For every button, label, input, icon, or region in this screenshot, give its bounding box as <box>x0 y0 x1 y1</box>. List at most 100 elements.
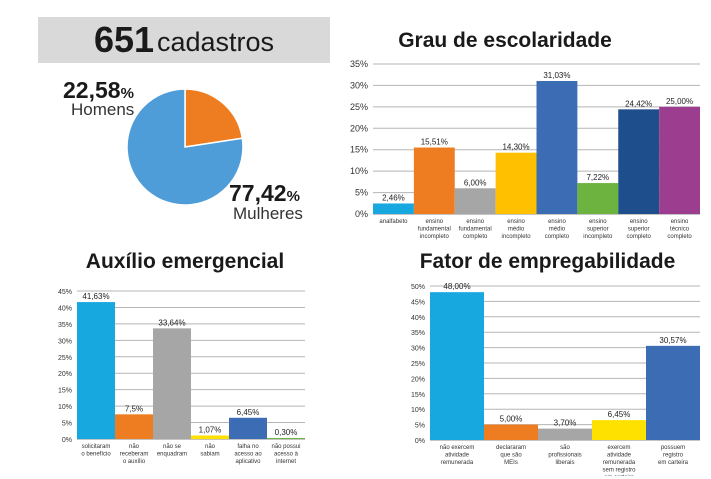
count-banner <box>38 17 330 63</box>
bar <box>191 435 229 439</box>
bar <box>577 183 619 214</box>
y-tick-label: 25% <box>58 355 72 362</box>
data-label: 7,22% <box>586 173 609 182</box>
x-tick-label: são profissionais liberais <box>548 445 581 466</box>
data-label: 48,00% <box>443 282 470 291</box>
y-tick-label: 10% <box>350 166 368 176</box>
bar <box>495 152 537 214</box>
y-tick-label: 35% <box>350 59 368 69</box>
y-tick-label: 20% <box>411 376 425 383</box>
data-label: 1,07% <box>199 425 222 434</box>
bar <box>229 417 267 439</box>
bar <box>153 328 191 439</box>
x-tick-label: solicitaram o benefício <box>81 444 111 458</box>
escolaridade-chart-title: Grau de escolaridade <box>398 29 612 52</box>
x-tick-label: não exercem atividade remunerada <box>440 445 475 466</box>
data-label: 2,46% <box>382 193 405 202</box>
y-tick-label: 0% <box>415 438 425 445</box>
y-tick-label: 30% <box>350 80 368 90</box>
y-tick-label: 40% <box>411 315 425 322</box>
data-label: 15,51% <box>421 138 448 147</box>
y-tick-label: 20% <box>350 123 368 133</box>
bar <box>618 109 660 214</box>
y-tick-label: 10% <box>58 404 72 411</box>
registrations-count: 651 <box>94 19 155 60</box>
data-label: 31,03% <box>543 71 570 80</box>
y-tick-label: 20% <box>58 371 72 378</box>
y-tick-label: 35% <box>58 322 72 329</box>
y-tick-label: 0% <box>355 209 368 219</box>
y-tick-label: 30% <box>58 338 72 345</box>
x-tick-label: ensino fundamental incompleto <box>418 219 451 240</box>
x-tick-label: ensino superior incompleto <box>583 219 613 240</box>
bar <box>373 203 414 214</box>
escolaridade-bar-chart: 0% 5% 10% 15% 20% 25% 30% 35% 2,46% analfabeto 15,… <box>350 59 700 240</box>
y-tick-label: 25% <box>350 102 368 112</box>
men-percentage-value: 22,58 <box>63 77 121 103</box>
data-label: 0,30% <box>275 428 298 437</box>
registrations-label: cadastros <box>157 27 275 57</box>
y-tick-label: 5% <box>415 423 425 430</box>
data-label: 6,45% <box>608 410 631 419</box>
y-tick-label: 0% <box>62 437 72 444</box>
x-tick-label: analfabeto <box>379 219 408 225</box>
bar <box>592 420 646 440</box>
data-label: 6,45% <box>237 408 260 417</box>
auxilio-chart-title: Auxílio emergencial <box>85 250 285 273</box>
data-label: 3,70% <box>554 419 577 428</box>
y-tick-label: 15% <box>411 392 425 399</box>
x-tick-label: declararam que são MEIs <box>496 445 526 466</box>
x-tick-label: não se enquadram <box>157 444 187 458</box>
data-label: 14,30% <box>502 143 529 152</box>
y-tick-label: 30% <box>411 346 425 353</box>
bar <box>115 414 153 439</box>
x-tick-label: falha no acesso ao aplicativo <box>234 444 262 465</box>
men-label: Homens <box>71 100 135 119</box>
x-tick-label: ensino fundamental completo <box>459 219 492 240</box>
data-label: 24,42% <box>625 99 652 108</box>
bar <box>646 345 700 440</box>
gender-pie-chart <box>126 88 244 206</box>
pie-slice-mulheres <box>126 88 244 206</box>
data-label: 30,57% <box>659 336 686 345</box>
bar <box>484 424 538 440</box>
y-tick-label: 35% <box>411 330 425 337</box>
x-tick-label: ensino superior completo <box>627 219 652 240</box>
data-label: 41,63% <box>82 292 109 301</box>
pie-slice-homens <box>184 88 244 148</box>
bar <box>77 302 115 439</box>
bar <box>267 438 305 439</box>
x-tick-label: ensino médio incompleto <box>502 219 532 240</box>
men-percentage: 22,58% <box>63 77 134 107</box>
bar <box>659 106 700 214</box>
x-tick-label: não sabiam <box>200 444 219 458</box>
women-percentage: 77,42% <box>229 180 300 210</box>
x-tick-label: ensino médio completo <box>545 219 570 240</box>
y-tick-label: 15% <box>58 388 72 395</box>
x-tick-label: não possui acesso à internet <box>271 444 300 465</box>
y-tick-label: 5% <box>355 188 368 198</box>
x-tick-label: ensino técnico completo <box>667 219 692 240</box>
data-label: 7,5% <box>125 404 143 413</box>
data-label: 6,00% <box>464 178 487 187</box>
women-percentage-unit: % <box>286 188 300 205</box>
y-tick-label: 10% <box>411 407 425 414</box>
x-tick-label: possuem registro em carteira <box>658 445 689 466</box>
y-tick-label: 15% <box>350 145 368 155</box>
x-tick-label: não receberam o auxílio <box>120 444 149 465</box>
bar <box>413 147 455 214</box>
y-tick-label: 45% <box>58 289 72 296</box>
data-label: 33,64% <box>158 318 185 327</box>
auxilio-bar-chart: 0% 5% 10% 15% 20% 25% 30% 35% 40% 45% 41,63% solici… <box>58 289 305 465</box>
y-tick-label: 45% <box>411 299 425 306</box>
data-label: 25,00% <box>666 97 693 106</box>
bar <box>538 428 592 440</box>
bar <box>430 292 484 440</box>
data-label: 5,00% <box>500 415 523 424</box>
y-tick-label: 25% <box>411 361 425 368</box>
y-tick-label: 40% <box>58 305 72 312</box>
bar <box>454 188 496 214</box>
y-tick-label: 50% <box>411 284 425 291</box>
women-label: Mulheres <box>233 204 303 223</box>
